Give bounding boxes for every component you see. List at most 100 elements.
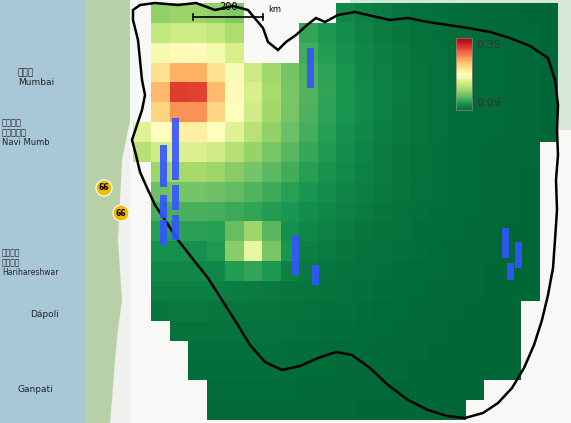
Bar — [151, 3, 170, 23]
Bar — [281, 162, 299, 182]
Bar — [484, 82, 502, 102]
Bar — [226, 281, 244, 301]
Bar — [521, 261, 540, 281]
Bar — [170, 261, 188, 281]
Bar — [336, 281, 355, 301]
Bar — [318, 102, 336, 122]
Bar — [299, 162, 318, 182]
Bar — [429, 281, 447, 301]
Bar — [226, 221, 244, 241]
Bar — [392, 3, 410, 23]
Bar — [336, 162, 355, 182]
Bar — [151, 182, 170, 202]
Bar — [540, 43, 558, 63]
Bar — [373, 63, 392, 82]
Bar — [355, 380, 373, 400]
Bar — [171, 215, 179, 240]
Bar — [151, 241, 170, 261]
Bar — [336, 142, 355, 162]
Bar — [456, 62, 472, 64]
Bar — [429, 82, 447, 102]
Bar — [226, 301, 244, 321]
Bar — [299, 380, 318, 400]
Bar — [410, 202, 429, 221]
Bar — [502, 360, 521, 380]
Bar — [456, 50, 472, 52]
Bar — [410, 321, 429, 341]
Bar — [188, 301, 207, 321]
Bar — [299, 63, 318, 82]
Bar — [502, 23, 521, 43]
Bar — [133, 142, 151, 162]
Bar — [465, 241, 484, 261]
Bar — [410, 3, 429, 23]
Bar — [514, 242, 521, 268]
Bar — [484, 23, 502, 43]
Bar — [484, 142, 502, 162]
Bar — [392, 23, 410, 43]
Bar — [262, 281, 281, 301]
Bar — [262, 63, 281, 82]
Bar — [299, 241, 318, 261]
Bar — [410, 43, 429, 63]
Bar — [226, 261, 244, 281]
Bar — [244, 202, 262, 221]
Bar — [429, 142, 447, 162]
Bar — [262, 142, 281, 162]
Bar — [521, 23, 540, 43]
Bar — [447, 321, 465, 341]
Bar — [207, 63, 226, 82]
Bar — [373, 82, 392, 102]
Bar — [207, 122, 226, 142]
Bar — [410, 400, 429, 420]
Bar — [318, 122, 336, 142]
Bar — [392, 162, 410, 182]
Bar — [170, 82, 188, 102]
Bar — [521, 162, 540, 182]
Bar — [188, 341, 207, 360]
Bar — [336, 102, 355, 122]
Bar — [226, 122, 244, 142]
Bar — [456, 45, 472, 47]
Bar — [521, 241, 540, 261]
Bar — [318, 63, 336, 82]
Bar — [281, 241, 299, 261]
Bar — [355, 301, 373, 321]
Bar — [456, 44, 472, 46]
Bar — [244, 360, 262, 380]
Bar — [171, 185, 179, 210]
Bar — [170, 301, 188, 321]
Bar — [456, 75, 472, 77]
Bar — [207, 341, 226, 360]
Circle shape — [113, 205, 129, 221]
Bar — [244, 400, 262, 420]
Bar — [226, 63, 244, 82]
Bar — [159, 145, 167, 187]
Bar — [281, 102, 299, 122]
Bar — [244, 281, 262, 301]
Bar — [392, 142, 410, 162]
Bar — [456, 91, 472, 93]
Bar — [501, 228, 509, 258]
Bar — [373, 182, 392, 202]
Bar — [456, 103, 472, 104]
Bar — [207, 82, 226, 102]
Bar — [447, 102, 465, 122]
Bar — [456, 41, 472, 43]
Bar — [465, 122, 484, 142]
Bar — [521, 221, 540, 241]
Bar — [262, 182, 281, 202]
Bar — [502, 142, 521, 162]
Bar — [188, 23, 207, 43]
Bar — [355, 400, 373, 420]
Bar — [226, 182, 244, 202]
Bar — [318, 261, 336, 281]
Bar — [373, 281, 392, 301]
Bar — [281, 261, 299, 281]
Bar — [502, 63, 521, 82]
Bar — [502, 301, 521, 321]
Bar — [336, 221, 355, 241]
Bar — [133, 122, 151, 142]
Bar — [159, 220, 167, 245]
Bar — [410, 241, 429, 261]
